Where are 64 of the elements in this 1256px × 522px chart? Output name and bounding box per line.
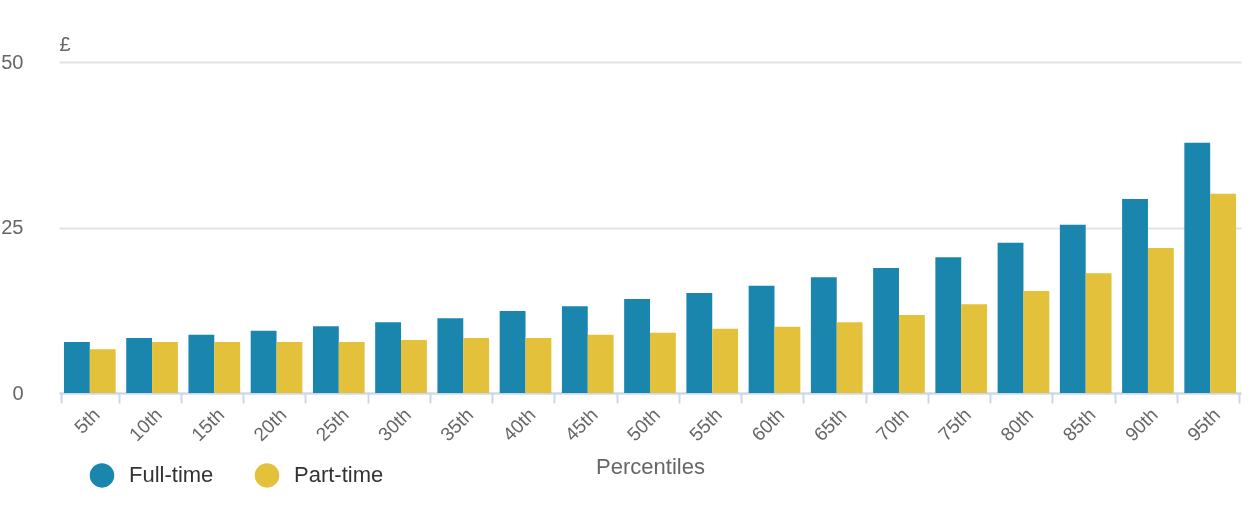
x-tick-label: 55th: [685, 404, 727, 446]
bar: [525, 338, 552, 393]
bar: [401, 340, 427, 393]
bar: [774, 326, 801, 393]
bar: [375, 322, 402, 393]
bar: [587, 334, 614, 393]
bar: [1122, 199, 1148, 393]
bar: [1023, 291, 1050, 393]
bar: [63, 342, 90, 393]
bar: [898, 314, 925, 393]
bar: [276, 342, 303, 393]
legend-label: Full-time: [129, 462, 214, 488]
legend-label: Part-time: [294, 462, 384, 488]
x-tick-label: 70th: [871, 404, 913, 446]
bar: [214, 342, 241, 393]
bar: [338, 342, 365, 393]
x-tick-label: 40th: [498, 404, 540, 446]
x-tick-label: 90th: [1120, 404, 1162, 446]
x-tick-label: 50th: [622, 404, 664, 446]
bar: [1085, 273, 1112, 393]
x-tick-label: 45th: [560, 404, 602, 446]
x-tick-label: 80th: [996, 404, 1038, 446]
bar: [1059, 224, 1086, 393]
bar: [152, 342, 178, 393]
x-tick-label: 65th: [809, 404, 851, 446]
bar: [188, 334, 215, 393]
x-tick-label: 20th: [249, 404, 291, 446]
y-tick-label: 0: [12, 381, 24, 404]
y-axis-title: £: [59, 32, 71, 55]
x-tick-label: 30th: [373, 404, 415, 446]
bar: [810, 277, 837, 393]
y-tick-label: 25: [1, 216, 24, 238]
x-tick-label: 60th: [747, 404, 789, 446]
bar: [561, 306, 588, 393]
x-tick-label: 85th: [1058, 404, 1100, 446]
bar: [935, 257, 962, 393]
bar: [126, 338, 153, 393]
x-tick-label: 5th: [70, 404, 104, 438]
x-tick-label: 75th: [934, 404, 976, 446]
bar: [499, 310, 526, 393]
x-axis-title: Percentiles: [596, 454, 705, 480]
x-tick-label: 95th: [1183, 404, 1225, 446]
y-tick-label: 50: [1, 50, 24, 73]
x-tick-label: 25th: [311, 404, 353, 446]
bar: [1210, 193, 1237, 393]
x-tick-label: 35th: [436, 404, 478, 446]
bar: [1184, 142, 1211, 393]
bar: [437, 318, 464, 393]
bar: [836, 322, 863, 393]
bar: [873, 267, 899, 393]
bar: [997, 242, 1024, 393]
bar: [961, 304, 988, 393]
bar: [650, 332, 676, 393]
bar: [712, 328, 739, 393]
x-tick-label: 15th: [187, 404, 229, 446]
bar: [312, 326, 339, 393]
bar: [686, 293, 713, 393]
bar: [1147, 248, 1174, 393]
bar: [748, 285, 775, 393]
bar: [250, 330, 277, 393]
x-tick-label: 10th: [124, 404, 166, 446]
bar: [624, 299, 650, 393]
bar: [463, 338, 490, 393]
bar: [89, 349, 116, 393]
